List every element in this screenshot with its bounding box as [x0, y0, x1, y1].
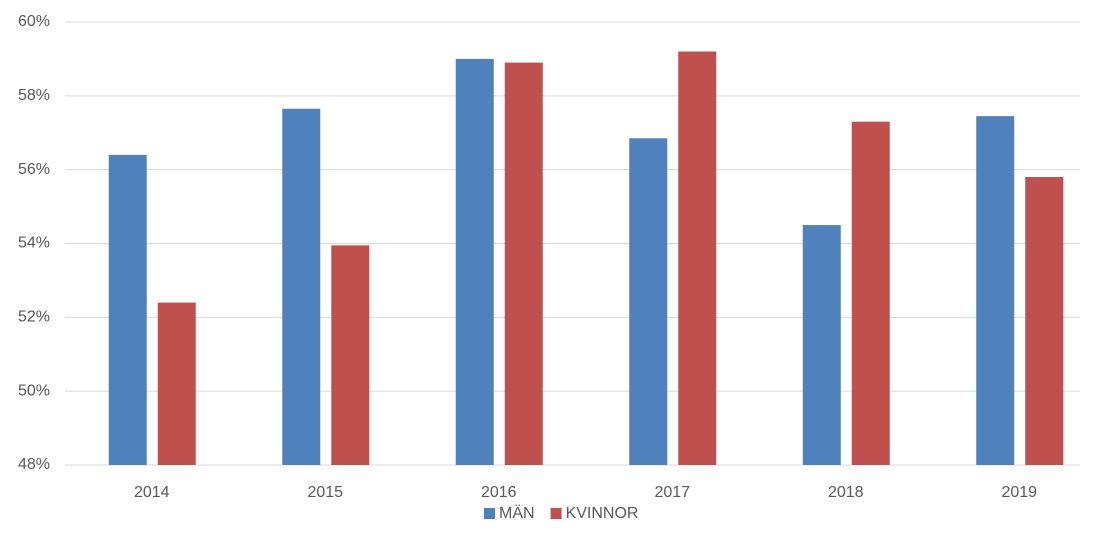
x-tick-label: 2019 [1001, 484, 1037, 501]
legend-label: KVINNOR [566, 505, 639, 522]
legend-swatch [550, 508, 562, 519]
bar [1025, 177, 1064, 466]
bar [331, 245, 370, 465]
y-tick-label: 58% [18, 87, 50, 104]
x-tick-label: 2014 [134, 484, 170, 501]
bar [282, 108, 321, 466]
y-tick-label: 50% [18, 382, 50, 399]
x-tick-label: 2016 [481, 484, 517, 501]
x-tick-label: 2015 [307, 484, 343, 501]
bar [108, 154, 147, 465]
bar [504, 62, 543, 465]
legend-swatch [484, 508, 495, 519]
bar [802, 225, 841, 465]
bar [976, 116, 1015, 465]
legend-label: MÄN [499, 504, 535, 522]
bar [157, 302, 196, 465]
bar [678, 51, 717, 466]
y-tick-label: 54% [18, 235, 50, 252]
bar [629, 138, 668, 465]
bar [851, 121, 890, 466]
x-tick-label: 2018 [828, 484, 864, 501]
y-tick-label: 48% [18, 456, 50, 473]
y-tick-label: 60% [18, 13, 50, 30]
bar [455, 58, 494, 466]
y-tick-label: 56% [18, 161, 50, 178]
x-tick-label: 2017 [654, 484, 690, 501]
y-tick-label: 52% [18, 309, 50, 326]
